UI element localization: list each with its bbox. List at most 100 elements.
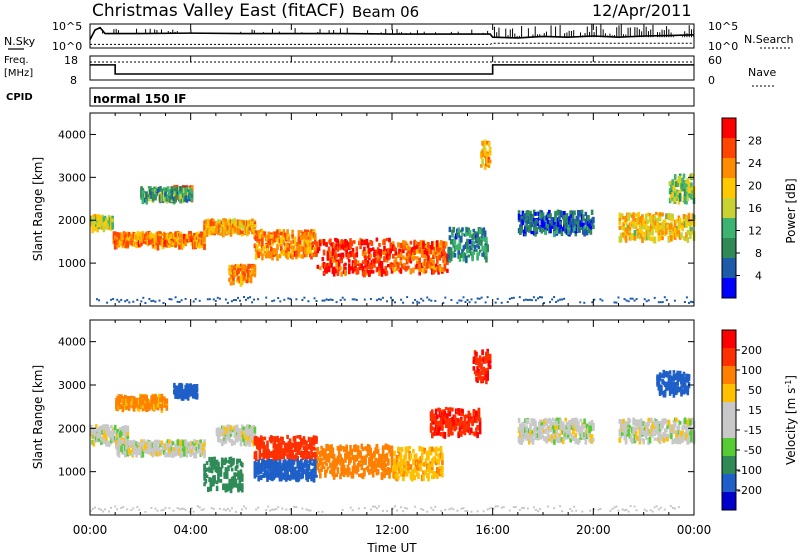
echo-cell [310,443,313,449]
echo-cell [297,451,301,456]
echo-cell [437,447,440,452]
echo-cell [636,231,639,238]
echo-cell [174,198,177,203]
echo-cell [690,221,693,226]
echo-cell [460,235,463,243]
echo-cell [364,251,367,256]
echo-cell [273,465,277,471]
echo-cell [253,427,257,434]
echo-cell [677,190,681,194]
echo-cell [209,220,213,227]
echo-cell [365,255,369,259]
echo-cell [296,435,299,439]
echo-cell [105,440,108,447]
echo-cell [291,234,294,238]
echo-cell [399,260,403,266]
echo-cell [439,431,443,437]
echo-cell [383,459,386,464]
echo-cell [677,194,681,200]
echo-cell [366,248,370,254]
echo-cell [305,443,308,448]
echo-cell [488,147,492,152]
echo-cell [637,211,640,219]
echo-cell [439,470,443,475]
echo-cell [442,256,445,263]
echo-cell [312,446,316,451]
echo-cell [368,263,371,270]
echo-cell [442,248,445,255]
echo-cell [414,298,417,301]
echo-cell [407,464,410,470]
echo-cell [439,267,443,273]
echo-cell [541,212,545,219]
echo-cell [354,259,357,267]
echo-cell [369,253,372,258]
echo-cell [339,460,342,466]
echo-cell [460,252,463,258]
echo-cell [258,233,262,241]
echo-cell [405,252,409,257]
echo-cell [140,441,143,447]
echo-cell [466,240,469,247]
nsearch-series-line [90,42,694,45]
echo-cell [521,218,525,226]
echo-cell [481,253,484,257]
echo-cell [264,460,268,465]
echo-cell [389,468,393,473]
echo-cell [522,213,526,221]
echo-cell [424,469,428,476]
echo-cell [273,440,277,446]
echo-cell [633,234,637,241]
echo-cell [163,396,166,403]
echo-cell [458,242,462,250]
echo-cell [113,231,117,237]
echo-cell [329,462,332,469]
echo-cell [381,447,385,455]
echo-cell [428,262,432,269]
echo-cell [302,445,306,450]
echo-cell [427,476,430,482]
echo-cell [291,249,294,256]
echo-cell [291,235,294,240]
echo-cell [269,250,273,258]
echo-cell [243,272,247,277]
echo-cell [408,246,411,251]
echo-cell [453,237,457,244]
freq-label: Freq. [4,55,29,66]
echo-cell [120,240,123,244]
echo-cell [319,472,322,477]
echo-cell [363,270,366,278]
echo-cell [402,301,405,304]
echo-cell [276,446,279,450]
echo-cell [236,438,239,443]
echo-cell [366,260,370,267]
echo-cell [190,449,194,454]
echo-cell [203,236,206,243]
echo-cell [687,215,691,223]
echo-cell [315,300,318,302]
echo-cell [135,452,138,458]
echo-cell [423,447,427,454]
echo-cell [477,245,481,250]
echo-cell [442,413,445,418]
echo-cell [448,420,452,426]
freq-unit-label: [MHz] [4,68,33,79]
echo-cell [563,297,566,300]
echo-cell [653,296,656,299]
echo-cell [442,241,445,249]
echo-cell [226,301,229,304]
echo-cell [236,464,239,469]
echo-cell [185,197,189,203]
echo-cell [519,229,522,236]
echo-cell [257,298,260,301]
echo-cell [561,298,564,301]
echo-cell [360,443,364,450]
echo-cell [686,194,690,202]
echo-cell [291,442,294,448]
echo-cell [452,226,455,233]
echo-cell [412,267,415,273]
echo-cell [95,424,98,428]
echo-cell [165,406,169,411]
echo-cell [450,299,453,301]
echo-cell [465,255,468,263]
